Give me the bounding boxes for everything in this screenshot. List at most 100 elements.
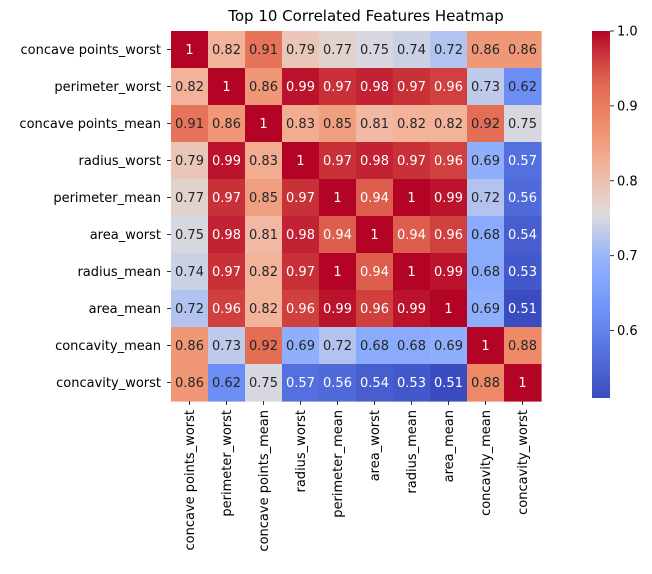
heatmap-cell — [319, 327, 357, 365]
heatmap-cell — [171, 31, 209, 69]
heatmap-cell — [282, 68, 320, 106]
x-axis-labels: concave points_worst perimeter_worst conca… — [183, 401, 531, 552]
cell-annotation: 0.51 — [508, 302, 537, 317]
cell-annotation: 0.79 — [286, 43, 315, 58]
cell-annotation: 1 — [222, 80, 230, 95]
x-tick-label: area_worst — [368, 410, 383, 481]
heatmap-cell — [467, 364, 505, 402]
y-axis-labels: concave points_worst perimeter_worstconca… — [19, 43, 171, 391]
heatmap-cell — [356, 142, 394, 180]
cell-annotation: 0.97 — [323, 154, 352, 169]
y-tick-label: concavity_worst — [56, 376, 161, 391]
heatmap-cell — [467, 105, 505, 143]
cell-annotation: 0.91 — [175, 117, 204, 132]
cell-annotation: 0.82 — [249, 302, 278, 317]
cell-annotation: 0.99 — [212, 154, 241, 169]
heatmap-cell — [245, 327, 283, 365]
cell-annotation: 0.86 — [471, 43, 500, 58]
cell-annotation: 0.69 — [471, 154, 500, 169]
x-tick-label: radius_worst — [294, 410, 309, 493]
y-tick-label: radius_mean — [77, 265, 161, 280]
heatmap-cell — [319, 179, 357, 217]
heatmap-cell — [467, 216, 505, 254]
heatmap-cell — [504, 105, 542, 143]
heatmap-cell — [282, 216, 320, 254]
heatmap-cell — [430, 179, 468, 217]
cell-annotation: 0.86 — [508, 43, 537, 58]
heatmap-cell — [504, 290, 542, 328]
heatmap-cell — [393, 179, 431, 217]
heatmap-cell — [467, 31, 505, 69]
cell-annotation: 0.99 — [434, 191, 463, 206]
heatmap-cell — [393, 364, 431, 402]
heatmap-cell — [171, 290, 209, 328]
heatmap-cell — [208, 290, 246, 328]
cell-annotation: 0.72 — [471, 191, 500, 206]
y-tick-label: area_worst — [90, 228, 161, 243]
cell-annotation: 0.96 — [286, 302, 315, 317]
cell-annotation: 0.85 — [323, 117, 352, 132]
heatmap-cell — [245, 68, 283, 106]
heatmap-cell — [356, 327, 394, 365]
heatmap-cell — [208, 142, 246, 180]
cell-annotation: 0.53 — [397, 376, 426, 391]
cell-annotation: 1 — [518, 376, 526, 391]
cell-annotation: 0.86 — [175, 376, 204, 391]
heatmap-cell — [208, 216, 246, 254]
cell-annotation: 0.73 — [471, 80, 500, 95]
heatmap-cell — [393, 216, 431, 254]
x-tick-label: perimeter_worst — [220, 410, 235, 517]
heatmap-cell — [245, 216, 283, 254]
cell-annotation: 0.96 — [212, 302, 241, 317]
colorbar: 0.6 0.7 0.8 0.9 1.0 — [592, 25, 638, 398]
heatmap-cell — [208, 68, 246, 106]
colorbar-gradient — [592, 31, 610, 398]
heatmap-cell — [282, 327, 320, 365]
cell-annotation: 0.54 — [508, 228, 537, 243]
heatmap-cell — [504, 31, 542, 69]
heatmap-cell — [430, 364, 468, 402]
heatmap-cell — [356, 253, 394, 291]
heatmap-cell — [430, 105, 468, 143]
heatmap-cell — [245, 179, 283, 217]
heatmap-cell — [430, 327, 468, 365]
y-tick-label: perimeter_mean — [53, 191, 161, 206]
cell-annotation: 0.82 — [434, 117, 463, 132]
cell-annotation: 0.82 — [397, 117, 426, 132]
cell-annotation: 0.53 — [508, 265, 537, 280]
heatmap-cell — [171, 364, 209, 402]
cell-annotation: 0.98 — [286, 228, 315, 243]
heatmap-cell — [504, 253, 542, 291]
heatmap-cell — [282, 105, 320, 143]
cell-annotation: 0.99 — [434, 265, 463, 280]
heatmap-cell — [208, 179, 246, 217]
heatmap-cell — [430, 31, 468, 69]
cell-annotation: 0.62 — [212, 376, 241, 391]
cell-annotation: 0.68 — [471, 265, 500, 280]
heatmap-cell — [430, 290, 468, 328]
heatmap-cell — [393, 327, 431, 365]
cell-annotation: 0.94 — [360, 265, 389, 280]
cell-annotation: 0.86 — [175, 339, 204, 354]
cell-annotation: 0.96 — [360, 302, 389, 317]
cell-annotation: 0.69 — [471, 302, 500, 317]
heatmap-cell — [171, 105, 209, 143]
cell-annotation: 0.74 — [397, 43, 426, 58]
cell-annotation: 0.98 — [360, 80, 389, 95]
cell-annotation: 0.57 — [286, 376, 315, 391]
cell-annotation: 1 — [259, 117, 267, 132]
cell-annotation: 0.75 — [508, 117, 537, 132]
cell-annotation: 1 — [333, 191, 341, 206]
heatmap-cell — [430, 68, 468, 106]
x-tick-label: concave points_mean — [257, 410, 272, 552]
cell-annotation: 0.77 — [175, 191, 204, 206]
colorbar-tick-label: 0.6 — [617, 324, 638, 339]
cell-annotation: 1 — [185, 43, 193, 58]
heatmap-cell — [319, 290, 357, 328]
y-tick-label: perimeter_worst — [54, 80, 161, 95]
cell-annotation: 0.82 — [212, 43, 241, 58]
cell-annotation: 1 — [333, 265, 341, 280]
heatmap-cell — [208, 327, 246, 365]
cell-annotation: 0.97 — [397, 80, 426, 95]
heatmap-cell — [393, 142, 431, 180]
